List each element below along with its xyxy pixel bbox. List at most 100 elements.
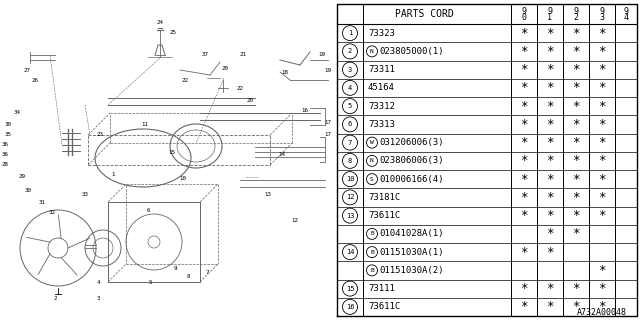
Text: 9: 9 [600,7,605,17]
Text: 20: 20 [246,98,253,102]
Text: 9: 9 [522,7,527,17]
Circle shape [342,26,358,41]
Text: *: * [520,118,528,131]
Text: *: * [598,264,605,277]
Text: *: * [598,300,605,313]
Text: *: * [598,191,605,204]
Text: 16: 16 [301,108,308,113]
Text: 19: 19 [324,68,332,73]
Text: 023806006(3): 023806006(3) [379,156,444,165]
Text: *: * [520,246,528,259]
Text: *: * [520,154,528,167]
Circle shape [367,137,378,148]
Text: A732A00048: A732A00048 [577,308,627,317]
Text: *: * [572,228,580,240]
Text: 0: 0 [522,13,527,22]
Circle shape [342,190,358,205]
Text: 1: 1 [348,30,352,36]
Text: 73313: 73313 [368,120,395,129]
Text: *: * [547,81,554,94]
Text: 20: 20 [221,66,228,70]
Text: 73312: 73312 [368,102,395,111]
Text: 28: 28 [1,163,8,167]
Text: 31: 31 [38,199,45,204]
Text: *: * [572,100,580,113]
Text: *: * [547,282,554,295]
Text: PARTS CORD: PARTS CORD [395,9,453,19]
Text: W: W [370,140,374,145]
Text: 10: 10 [346,176,355,182]
Text: B: B [370,231,374,236]
Text: 73181C: 73181C [368,193,400,202]
Text: *: * [598,27,605,40]
Text: B: B [370,268,374,273]
Text: *: * [547,136,554,149]
Circle shape [342,208,358,223]
Circle shape [342,153,358,168]
Text: 24: 24 [157,20,163,25]
Text: 031206006(3): 031206006(3) [379,138,444,147]
Text: *: * [547,118,554,131]
Text: 17: 17 [324,132,332,138]
Circle shape [342,117,358,132]
Circle shape [367,46,378,57]
Circle shape [342,300,358,314]
Text: *: * [547,246,554,259]
Text: 2: 2 [573,13,579,22]
Text: 22: 22 [182,77,189,83]
Text: 15: 15 [168,149,175,155]
Text: 45164: 45164 [368,84,395,92]
Text: 5: 5 [148,279,152,284]
Text: 1: 1 [547,13,552,22]
Text: 23: 23 [97,132,104,138]
Text: 12: 12 [291,218,298,222]
Text: 9: 9 [623,7,628,17]
Text: *: * [520,172,528,186]
Text: *: * [547,209,554,222]
Text: 36: 36 [1,153,8,157]
Text: *: * [520,136,528,149]
Circle shape [342,80,358,95]
Text: 73611C: 73611C [368,211,400,220]
Text: 29: 29 [19,174,26,180]
Text: *: * [572,191,580,204]
Text: 9: 9 [173,266,177,270]
Text: 4: 4 [96,279,100,284]
Text: *: * [520,282,528,295]
Text: 2: 2 [53,295,57,300]
Text: *: * [598,172,605,186]
Text: 01041028A(1): 01041028A(1) [379,229,444,238]
Text: *: * [547,100,554,113]
Text: *: * [572,27,580,40]
Text: 3: 3 [96,295,100,300]
Text: 30: 30 [24,188,31,193]
Text: *: * [547,300,554,313]
Text: *: * [520,63,528,76]
Text: 023805000(1): 023805000(1) [379,47,444,56]
Circle shape [367,174,378,185]
Text: 01151030A(2): 01151030A(2) [379,266,444,275]
Text: 73323: 73323 [368,28,395,38]
Text: 5: 5 [348,103,352,109]
Text: *: * [520,191,528,204]
Circle shape [342,44,358,59]
Text: 4: 4 [348,85,352,91]
Text: 34: 34 [13,109,20,115]
Text: 3: 3 [348,67,352,73]
Text: *: * [572,300,580,313]
Text: 27: 27 [24,68,31,74]
Text: 6: 6 [147,207,150,212]
Text: 25: 25 [170,29,177,35]
Text: 32: 32 [49,210,56,214]
Text: *: * [572,282,580,295]
Text: *: * [547,228,554,240]
Text: 7: 7 [205,269,209,275]
Text: *: * [572,63,580,76]
Text: 30: 30 [4,123,12,127]
Text: *: * [572,209,580,222]
Circle shape [342,99,358,114]
Text: N: N [370,49,374,54]
Text: 8: 8 [348,158,352,164]
Text: *: * [598,154,605,167]
Text: *: * [572,81,580,94]
